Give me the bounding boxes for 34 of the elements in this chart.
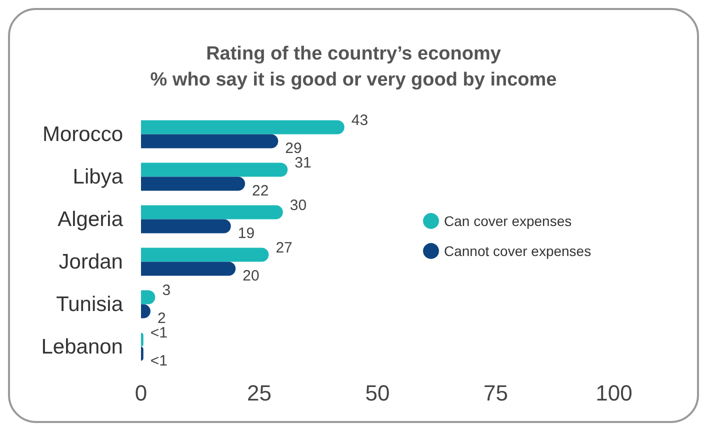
y-tick-label: Algeria [58,208,124,231]
legend-label: Can cover expenses [444,213,572,229]
x-tick-label: 25 [247,380,272,406]
x-tick-label: 50 [365,380,390,406]
bar [141,205,283,220]
bar [141,120,344,134]
data-label: 29 [285,140,302,157]
data-label: 27 [276,239,292,256]
y-tick-label: Libya [72,165,124,188]
y-tick-label: Jordan [58,250,123,274]
chart-title: Rating of the country’s economy % who say it is good or very good by income [150,44,557,90]
x-tick-label: 100 [596,380,632,406]
bar [141,219,231,234]
data-label: 30 [290,196,307,214]
data-label: 31 [294,154,312,172]
legend-label: Cannot cover expenses [444,243,592,259]
data-label: 43 [351,112,368,129]
data-label: 20 [242,267,260,284]
y-tick-label: Morocco [42,122,123,146]
y-tick-label: Lebanon [41,335,123,358]
data-label: <1 [150,352,168,370]
data-label: 2 [157,310,166,327]
data-label: 3 [162,282,171,299]
bar [141,262,236,276]
x-tick-label: 0 [134,380,148,406]
bar [141,162,288,177]
x-tick-label: 75 [484,380,508,406]
data-label: 19 [238,224,255,242]
data-label: <1 [150,324,168,342]
bar [141,248,269,262]
bar [141,176,246,191]
bar [141,134,278,148]
data-label: 22 [252,182,269,200]
y-tick-label: Tunisia [56,292,124,316]
